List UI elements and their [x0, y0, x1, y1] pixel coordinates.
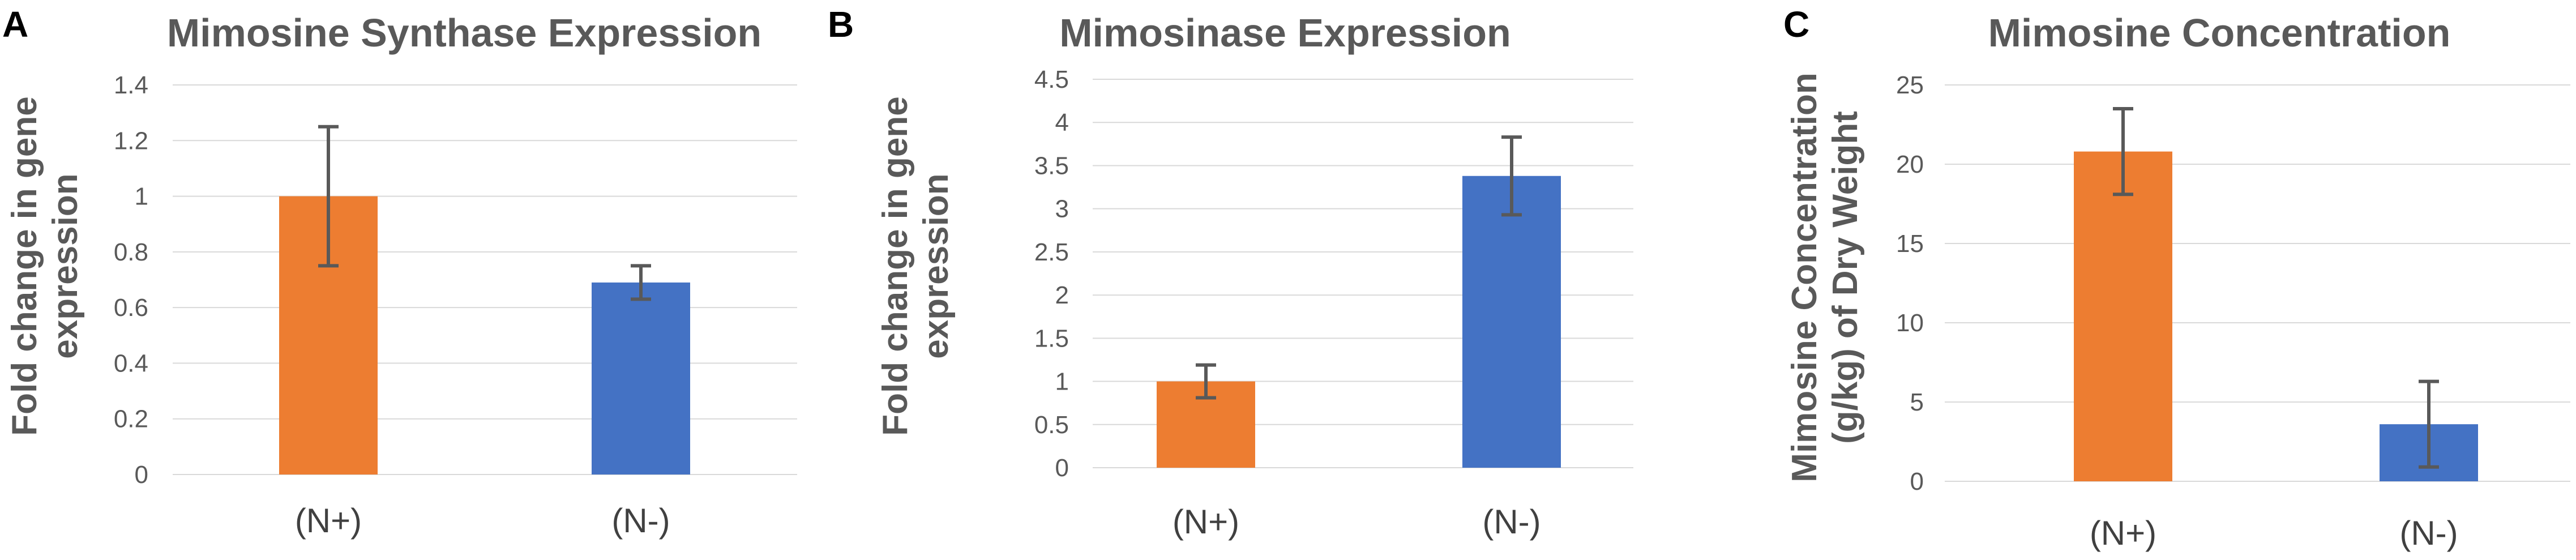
y-tick-label: 0.8 [114, 238, 148, 266]
y-tick-label: 3 [1055, 195, 1069, 223]
panel-letter: C [1783, 4, 1810, 45]
panel-letter: A [2, 4, 29, 45]
y-tick-label: 0.4 [114, 349, 148, 377]
y-tick-label: 1.5 [1034, 324, 1069, 352]
y-tick-label: 25 [1896, 71, 1924, 99]
y-tick-label: 1 [135, 183, 148, 211]
y-tick-label: 0 [135, 461, 148, 489]
y-tick-label: 0 [1055, 454, 1069, 482]
x-category-label: (N-) [1482, 503, 1541, 541]
bar [592, 282, 690, 474]
y-tick-label: 0 [1910, 468, 1924, 495]
y-tick-label: 15 [1896, 230, 1924, 258]
y-tick-label: 2.5 [1034, 238, 1069, 266]
chart-title: Mimosinase Expression [1059, 11, 1511, 55]
x-category-label: (N+) [2090, 514, 2156, 552]
x-category-label: (N-) [611, 502, 670, 540]
y-tick-label: 10 [1896, 309, 1924, 337]
y-tick-label: 4.5 [1034, 66, 1069, 93]
y-tick-label: 5 [1910, 388, 1924, 416]
y-tick-label: 4 [1055, 109, 1069, 136]
bar [1462, 176, 1561, 468]
panel-letter: B [828, 4, 854, 45]
x-category-label: (N+) [1173, 503, 1239, 541]
y-tick-label: 0.5 [1034, 411, 1069, 439]
x-category-label: (N-) [2399, 514, 2458, 552]
bar [2074, 151, 2172, 482]
x-category-label: (N+) [295, 502, 362, 540]
y-tick-label: 3.5 [1034, 152, 1069, 179]
y-tick-label: 0.2 [114, 405, 148, 433]
y-tick-label: 20 [1896, 151, 1924, 178]
chart-title: Mimosine Concentration [1988, 11, 2451, 55]
y-tick-label: 0.6 [114, 294, 148, 322]
y-tick-label: 1.4 [114, 71, 148, 99]
y-tick-label: 2 [1055, 281, 1069, 309]
y-tick-label: 1 [1055, 368, 1069, 396]
y-tick-label: 1.2 [114, 127, 148, 155]
chart-title: Mimosine Synthase Expression [166, 11, 762, 55]
